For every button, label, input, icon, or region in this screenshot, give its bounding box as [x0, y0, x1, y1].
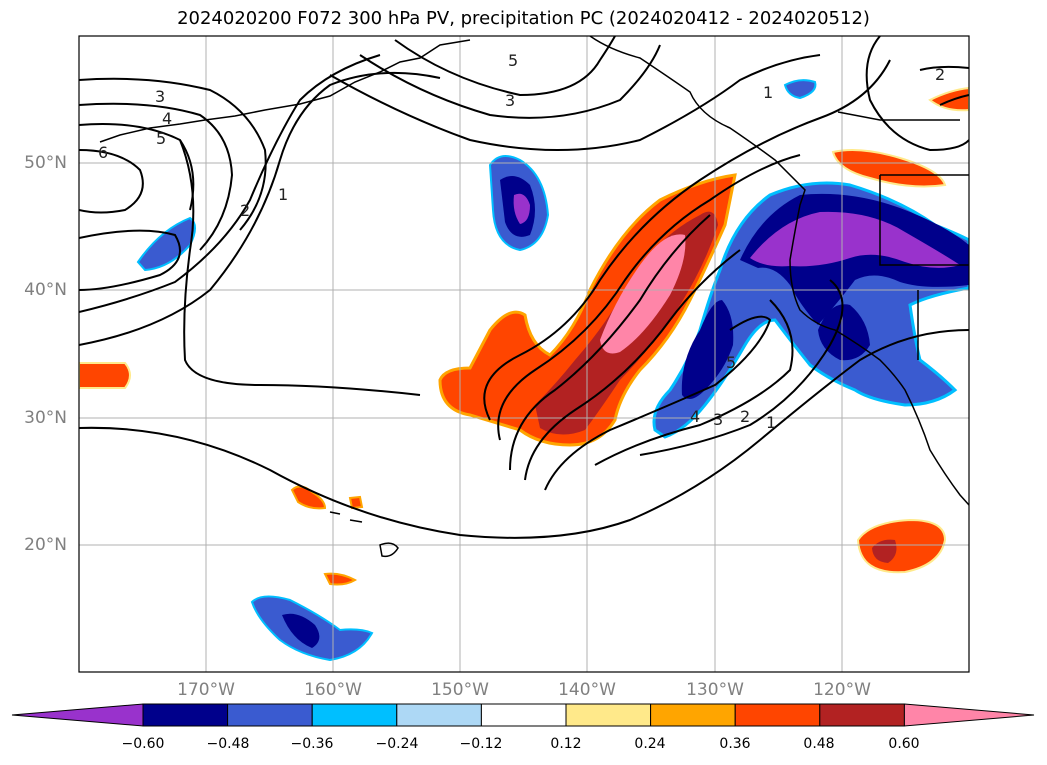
contour-label: 3	[155, 87, 165, 106]
contour-label: 2	[740, 407, 750, 426]
lon-label-120w: 120°W	[813, 680, 871, 700]
gridlines	[79, 36, 969, 672]
contour-label: 5	[156, 129, 166, 148]
pv-contours	[79, 36, 969, 539]
colorbar-tick: 0.60	[888, 736, 920, 752]
colorbar	[11, 703, 1035, 727]
precip-shading	[79, 79, 969, 662]
lat-label-30n: 30°N	[24, 408, 67, 428]
lon-label-150w: 150°W	[431, 680, 489, 700]
colorbar-segment	[565, 703, 652, 727]
colorbar-tick: −0.60	[121, 736, 165, 752]
contour-label: 5	[726, 353, 736, 372]
precip-patch	[348, 495, 364, 510]
precip-patch	[783, 79, 817, 100]
colorbar-extend-min	[11, 703, 144, 727]
colorbar-segment	[142, 703, 229, 727]
colorbar-segment	[650, 703, 736, 727]
contour-label: 3	[713, 410, 723, 429]
colorbar-tick: 0.24	[634, 736, 666, 752]
precip-patch	[681, 300, 734, 399]
lat-label-50n: 50°N	[24, 153, 67, 173]
contour-label: 2	[935, 65, 945, 84]
colorbar-tick: 0.48	[803, 736, 835, 752]
colorbar-tick: 0.12	[550, 736, 582, 752]
precip-patch	[79, 362, 131, 389]
contour-label: 1	[766, 413, 776, 432]
contour-label: 4	[162, 109, 172, 128]
contour-label: 5	[508, 51, 518, 70]
contour-label: 6	[98, 143, 108, 162]
precip-patch	[818, 304, 870, 361]
precip-patch	[831, 149, 947, 188]
map-title: 2024020200 F072 300 hPa PV, precipitatio…	[177, 8, 870, 29]
precip-patch	[136, 216, 196, 272]
colorbar-tick: −0.24	[375, 736, 419, 752]
lon-label-170w: 170°W	[177, 680, 235, 700]
colorbar-tick: 0.36	[719, 736, 751, 752]
precip-patch	[928, 86, 969, 112]
colorbar-segment	[311, 703, 398, 727]
precip-patch	[513, 193, 530, 224]
lat-label-20n: 20°N	[24, 535, 67, 555]
contour-label: 2	[240, 201, 250, 220]
pv-contour-labels: 3 4 5 6 2 1 5 3 1 2 5 4 3 2 1	[98, 51, 945, 432]
contour-label: 4	[690, 407, 700, 426]
colorbar-segment	[396, 703, 482, 727]
precip-patch	[323, 572, 358, 586]
coastlines	[99, 36, 969, 558]
colorbar-tick: −0.36	[290, 736, 334, 752]
contour-label: 3	[505, 91, 515, 110]
colorbar-segment	[227, 703, 313, 727]
colorbar-tick: −0.12	[459, 736, 503, 752]
lon-label-160w: 160°W	[304, 680, 362, 700]
precip-patch	[750, 211, 960, 268]
precip-patch	[856, 518, 947, 574]
colorbar-extend-max	[903, 703, 1035, 727]
colorbar-segment	[819, 703, 905, 727]
colorbar-segment	[734, 703, 821, 727]
precip-patch	[282, 613, 320, 648]
lon-label-140w: 140°W	[558, 680, 616, 700]
lat-label-40n: 40°N	[24, 280, 67, 300]
plot-frame	[78, 35, 970, 673]
lon-label-130w: 130°W	[686, 680, 744, 700]
colorbar-tick: −0.48	[206, 736, 250, 752]
colorbar-segment	[480, 703, 567, 727]
contour-label: 1	[763, 83, 773, 102]
contour-label: 1	[278, 185, 288, 204]
